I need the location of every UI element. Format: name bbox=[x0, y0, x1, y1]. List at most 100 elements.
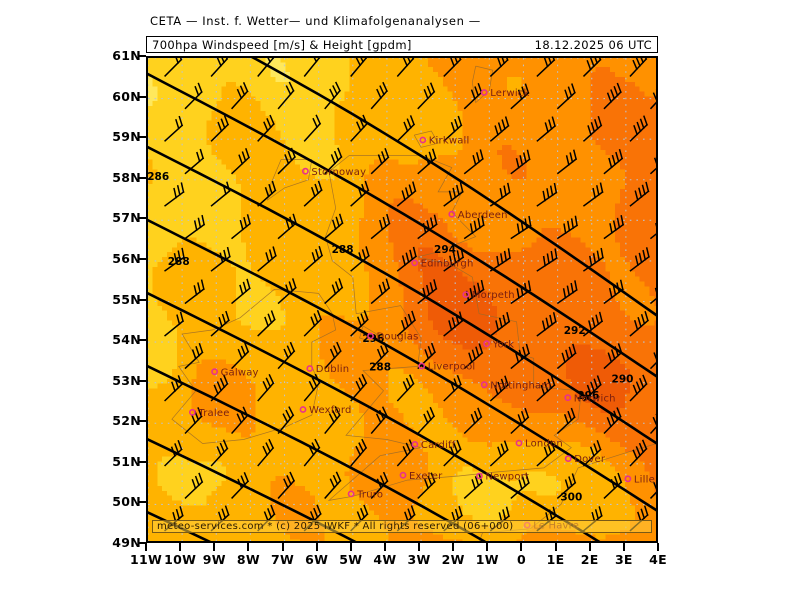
wind-barb bbox=[556, 280, 578, 305]
wind-barb bbox=[164, 375, 183, 402]
wind-barb bbox=[463, 407, 483, 435]
wind-barb bbox=[350, 58, 368, 77]
lat-tick-label: 59N bbox=[112, 129, 141, 145]
wind-barb bbox=[396, 310, 416, 337]
wind-barb bbox=[210, 58, 229, 77]
contour-label: 288 bbox=[369, 362, 391, 374]
city-marker: Dublin bbox=[306, 364, 349, 375]
wind-barb bbox=[184, 214, 206, 240]
city-marker: York bbox=[483, 339, 514, 350]
lon-tick-mark bbox=[383, 543, 386, 551]
wind-barb bbox=[463, 343, 484, 370]
city-label: Truro bbox=[356, 490, 383, 501]
contour-label: 296 bbox=[577, 390, 599, 402]
lat-tick-mark bbox=[138, 298, 146, 301]
lat-tick-mark bbox=[138, 176, 146, 179]
wind-barb bbox=[556, 149, 578, 175]
lon-tick-label: 1E bbox=[546, 552, 565, 567]
wind-barb bbox=[396, 439, 415, 467]
city-label: Newport bbox=[485, 472, 529, 483]
lon-tick-mark bbox=[520, 543, 523, 551]
lon-tick-label: 4W bbox=[373, 552, 397, 567]
lon-tick-mark bbox=[213, 543, 216, 551]
wind-barb bbox=[257, 180, 277, 207]
wind-barb bbox=[164, 311, 185, 337]
lon-tick-mark bbox=[179, 543, 182, 551]
map-plot-area[interactable]: 286 288 288 288 290 292 294 296 296 300 Lerwick Ki… bbox=[146, 56, 658, 543]
windspeed-shading bbox=[148, 58, 656, 541]
city-marker: Nottingham bbox=[480, 380, 551, 391]
lat-tick-mark bbox=[138, 217, 146, 220]
wind-barb bbox=[489, 58, 509, 77]
lat-tick-mark bbox=[138, 420, 146, 423]
wind-barb bbox=[277, 406, 295, 435]
lon-tick-label: 5W bbox=[339, 552, 363, 567]
city-marker-layer: Lerwick Kirkwall Stornoway Aberdeen Edinburg… bbox=[189, 88, 655, 532]
wind-barb bbox=[443, 182, 464, 207]
wind-barb bbox=[510, 215, 532, 240]
valid-time-label: 18.12.2025 06 UTC bbox=[534, 38, 652, 52]
city-marker: Tralee bbox=[189, 408, 229, 419]
wind-barb bbox=[556, 83, 576, 110]
lon-tick-label: 4E bbox=[649, 552, 667, 567]
wind-barb bbox=[370, 278, 391, 305]
wind-barb bbox=[303, 309, 323, 337]
lat-tick-mark bbox=[138, 55, 146, 57]
wind-barb bbox=[257, 374, 275, 402]
wind-barb bbox=[370, 213, 391, 240]
lon-tick-label: 0 bbox=[516, 552, 526, 567]
wind-barb bbox=[536, 58, 556, 77]
lat-tick-mark bbox=[138, 501, 146, 504]
wind-barb bbox=[164, 247, 185, 272]
city-marker: Galway bbox=[211, 367, 258, 378]
lat-tick-mark bbox=[138, 136, 146, 139]
lat-tick-mark bbox=[138, 257, 146, 260]
lon-tick-label: 9W bbox=[202, 552, 226, 567]
contour-label: 286 bbox=[148, 171, 169, 183]
wind-barb bbox=[510, 83, 530, 110]
city-label: Stornoway bbox=[311, 167, 366, 178]
wind-barb bbox=[649, 482, 656, 499]
wind-barb bbox=[536, 375, 556, 402]
city-marker: London bbox=[515, 439, 563, 450]
lon-tick-label: 2W bbox=[441, 552, 465, 567]
wind-barb bbox=[231, 214, 252, 240]
wind-barb bbox=[463, 83, 483, 110]
wind-barb bbox=[184, 82, 203, 110]
lon-tick-mark bbox=[452, 543, 455, 551]
lon-tick-label: 6W bbox=[305, 552, 329, 567]
wind-barb bbox=[303, 245, 324, 272]
lat-tick-label: 50N bbox=[112, 494, 141, 510]
wind-barb bbox=[303, 114, 322, 142]
wind-barb bbox=[417, 406, 436, 435]
lon-tick-mark bbox=[315, 543, 318, 551]
copyright-text: meteo-services.com * (c) 2025 IWKF * All… bbox=[157, 521, 514, 532]
city-label: Kirkwall bbox=[429, 136, 470, 147]
wind-barb bbox=[257, 438, 275, 467]
wind-barb bbox=[324, 406, 341, 435]
city-label: Norwich bbox=[574, 393, 616, 404]
wind-barb bbox=[649, 223, 656, 240]
lat-tick-mark bbox=[138, 95, 146, 98]
wind-barb bbox=[582, 440, 602, 467]
wind-barb bbox=[443, 247, 465, 272]
wind-barb bbox=[184, 342, 204, 370]
wind-barb bbox=[257, 246, 277, 272]
copyright-strip: meteo-services.com * (c) 2025 IWKF * All… bbox=[152, 520, 652, 533]
wind-barb bbox=[649, 157, 656, 175]
city-marker: Aberdeen bbox=[448, 210, 507, 221]
lon-tick-mark bbox=[281, 543, 284, 551]
wind-barb bbox=[231, 278, 251, 305]
lat-tick-label: 52N bbox=[112, 413, 141, 429]
wind-barb bbox=[582, 311, 604, 337]
city-label: London bbox=[525, 439, 563, 450]
wind-barb bbox=[443, 311, 464, 337]
wind-barb bbox=[396, 115, 416, 142]
contour-label: 300 bbox=[560, 491, 582, 503]
wind-barb bbox=[649, 89, 656, 110]
chart-header-bar: 700hpa Windspeed [m/s] & Height [gpdm] 1… bbox=[146, 36, 658, 53]
lon-tick-label: 8W bbox=[236, 552, 260, 567]
lat-tick-label: 51N bbox=[112, 453, 141, 469]
